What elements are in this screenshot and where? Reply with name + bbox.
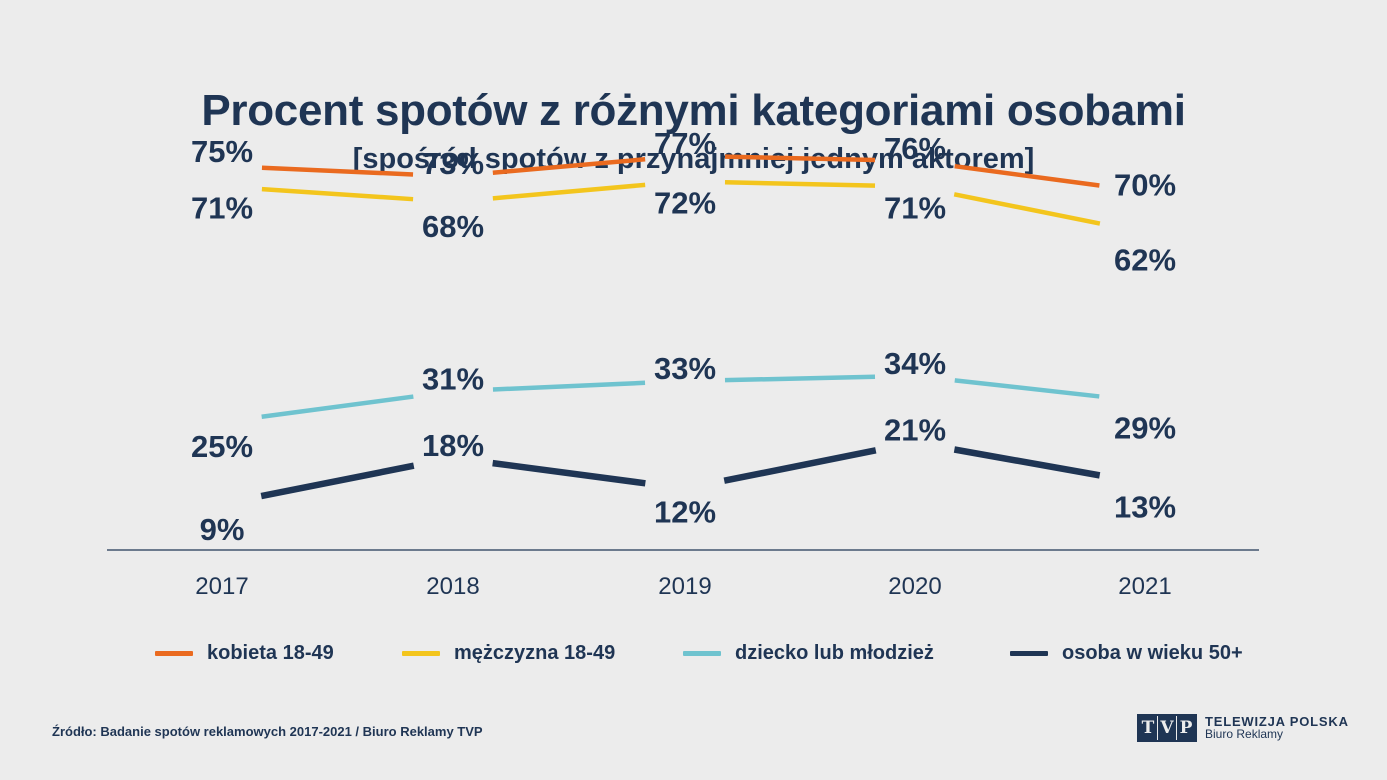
data-label: 71%	[191, 190, 253, 225]
legend-swatch	[1010, 650, 1048, 656]
legend-item-mezczyzna: mężczyzna 18-49	[402, 640, 615, 666]
data-label: 34%	[884, 346, 946, 381]
logo-letter: T	[1139, 716, 1157, 740]
series-line-segment	[261, 165, 414, 177]
tvp-logo: T V P TELEWIZJA POLSKA Biuro Reklamy	[1137, 713, 1349, 743]
data-label: 31%	[422, 361, 484, 396]
series-line-segment	[260, 462, 415, 500]
legend-swatch	[402, 650, 440, 656]
logo-sub: Biuro Reklamy	[1205, 727, 1284, 741]
data-label: 62%	[1114, 243, 1176, 278]
series-line-segment	[724, 180, 876, 188]
series-line-segment	[492, 157, 646, 175]
legend-item-osoba-50: osoba w wieku 50+	[1010, 640, 1243, 666]
logo-brand: TELEWIZJA POLSKA	[1205, 714, 1349, 729]
x-tick-label: 2021	[1118, 573, 1171, 600]
x-tick-label: 2019	[658, 573, 711, 600]
series-line-segment	[492, 182, 646, 201]
data-label: 73%	[422, 146, 484, 181]
series-line-segment	[261, 186, 414, 202]
series-line-segment	[724, 374, 876, 383]
source-note: Źródło: Badanie spotów reklamowych 2017-…	[52, 724, 483, 739]
chart-subtitle: [spośród spotów z przynajmniej jednym ak…	[352, 143, 1035, 175]
series-line-segment	[492, 459, 646, 487]
series-line-segment	[492, 380, 646, 392]
data-label: 70%	[1114, 168, 1176, 203]
legend: kobieta 18-49 mężczyzna 18-49 dziecko lu…	[0, 640, 1387, 666]
data-label: 76%	[884, 131, 946, 166]
logo-text: TELEWIZJA POLSKA Biuro Reklamy	[1205, 715, 1349, 741]
logo-letter: V	[1158, 716, 1176, 740]
data-label: 33%	[654, 351, 716, 386]
series-line-segment	[953, 192, 1101, 226]
legend-swatch	[155, 650, 193, 656]
legend-label: dziecko lub młodzież	[735, 641, 934, 664]
legend-item-dziecko: dziecko lub młodzież	[683, 640, 934, 666]
series-line-segment	[954, 378, 1100, 399]
data-label: 18%	[422, 428, 484, 463]
x-tick-label: 2020	[888, 573, 941, 600]
data-label: 25%	[191, 429, 253, 464]
data-label: 72%	[654, 185, 716, 220]
series-line-segment	[723, 447, 877, 484]
x-tick-label: 2017	[195, 573, 248, 600]
tvp-logo-mark: T V P	[1137, 714, 1197, 742]
legend-swatch	[683, 650, 721, 656]
data-label: 12%	[654, 495, 716, 530]
data-label: 13%	[1114, 489, 1176, 524]
data-label: 29%	[1114, 411, 1176, 446]
x-tick-label: 2018	[426, 573, 479, 600]
data-label: 77%	[654, 126, 716, 161]
data-label: 21%	[884, 412, 946, 447]
legend-item-kobieta: kobieta 18-49	[155, 640, 334, 666]
legend-label: mężczyzna 18-49	[454, 641, 616, 664]
data-label: 9%	[200, 512, 245, 547]
chart-title: Procent spotów z różnymi kategoriami oso…	[201, 86, 1186, 135]
series-line-segment	[953, 446, 1101, 479]
legend-label: kobieta 18-49	[207, 641, 334, 664]
data-label: 68%	[422, 209, 484, 244]
legend-label: osoba w wieku 50+	[1062, 641, 1243, 664]
data-label: 75%	[191, 134, 253, 169]
data-label: 71%	[884, 190, 946, 225]
logo-letter: P	[1177, 716, 1195, 740]
series-line-segment	[261, 394, 414, 419]
series-line-segment	[724, 154, 876, 163]
series-line-segment	[954, 163, 1100, 188]
